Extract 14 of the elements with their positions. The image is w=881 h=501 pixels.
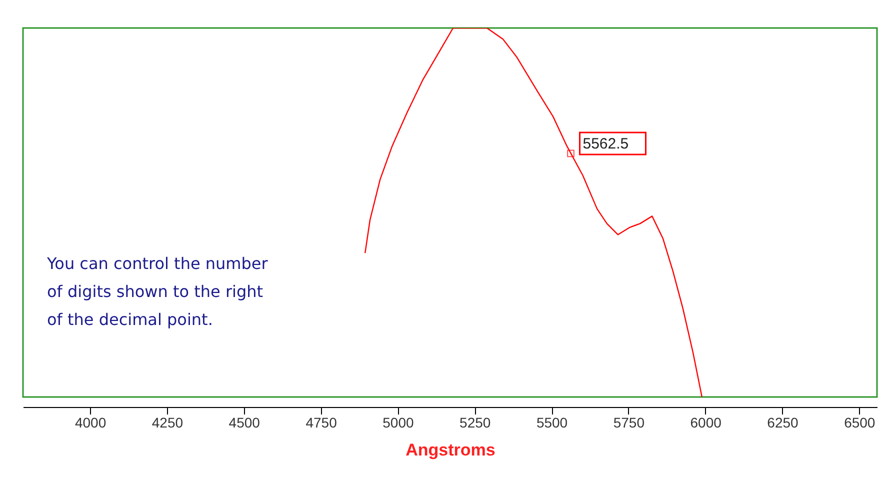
x-tick-label: 6250 [767, 414, 799, 430]
x-tick-label: 5250 [460, 414, 491, 430]
x-tick-label: 4250 [152, 414, 184, 430]
x-tick-label: 4500 [228, 414, 260, 430]
annotation: You can control the number of digits shown to the right of the decimal point. [46, 254, 268, 329]
x-tick-label: 4750 [306, 414, 338, 430]
x-tick-label: 4000 [74, 414, 106, 430]
x-tick-label: 6500 [844, 414, 876, 430]
x-axis-title: Angstroms [406, 440, 496, 460]
x-tick-label: 5750 [613, 414, 645, 430]
x-tick-label: 6000 [690, 414, 722, 430]
x-tick-label: 5500 [536, 414, 568, 430]
annotation: 5562.5 [582, 135, 629, 152]
x-tick-label: 5000 [382, 414, 414, 430]
